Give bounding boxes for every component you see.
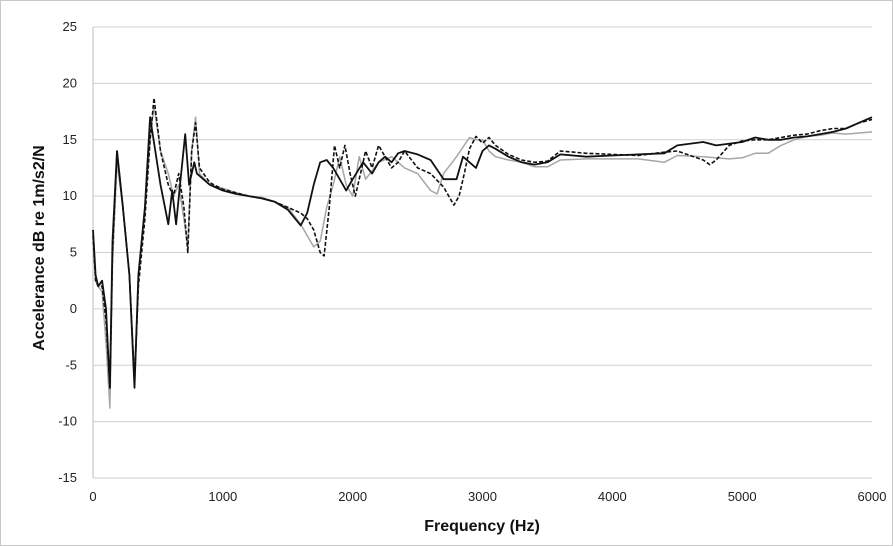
y-tick-label: 10 bbox=[63, 188, 77, 203]
y-tick-label: 15 bbox=[63, 132, 77, 147]
y-tick-label: 20 bbox=[63, 75, 77, 90]
x-tick-label: 1000 bbox=[208, 489, 237, 504]
y-tick-label: -5 bbox=[65, 357, 77, 372]
y-axis-title: Accelerance dB re 1m/s2/N bbox=[31, 145, 48, 350]
y-tick-label: 0 bbox=[70, 301, 77, 316]
x-tick-label: 6000 bbox=[858, 489, 887, 504]
y-tick-label: 25 bbox=[63, 19, 77, 34]
x-tick-label: 0 bbox=[89, 489, 96, 504]
y-tick-label: 5 bbox=[70, 245, 77, 260]
series-line-2 bbox=[92, 97, 873, 389]
x-tick-labels: 0 1000 2000 3000 4000 5000 6000 bbox=[89, 489, 886, 504]
y-tick-label: -10 bbox=[58, 414, 77, 429]
x-tick-label: 2000 bbox=[338, 489, 367, 504]
y-tick-labels: -15 -10 -5 0 5 10 15 20 25 bbox=[58, 19, 77, 485]
x-tick-label: 4000 bbox=[598, 489, 627, 504]
series-line-3 bbox=[92, 105, 873, 409]
series-lines bbox=[92, 97, 873, 409]
y-tick-label: -15 bbox=[58, 470, 77, 485]
x-axis-title: Frequency (Hz) bbox=[424, 518, 540, 535]
gridlines bbox=[92, 26, 872, 479]
series-line-1 bbox=[92, 116, 873, 389]
x-tick-label: 5000 bbox=[728, 489, 757, 504]
x-tick-label: 3000 bbox=[468, 489, 497, 504]
